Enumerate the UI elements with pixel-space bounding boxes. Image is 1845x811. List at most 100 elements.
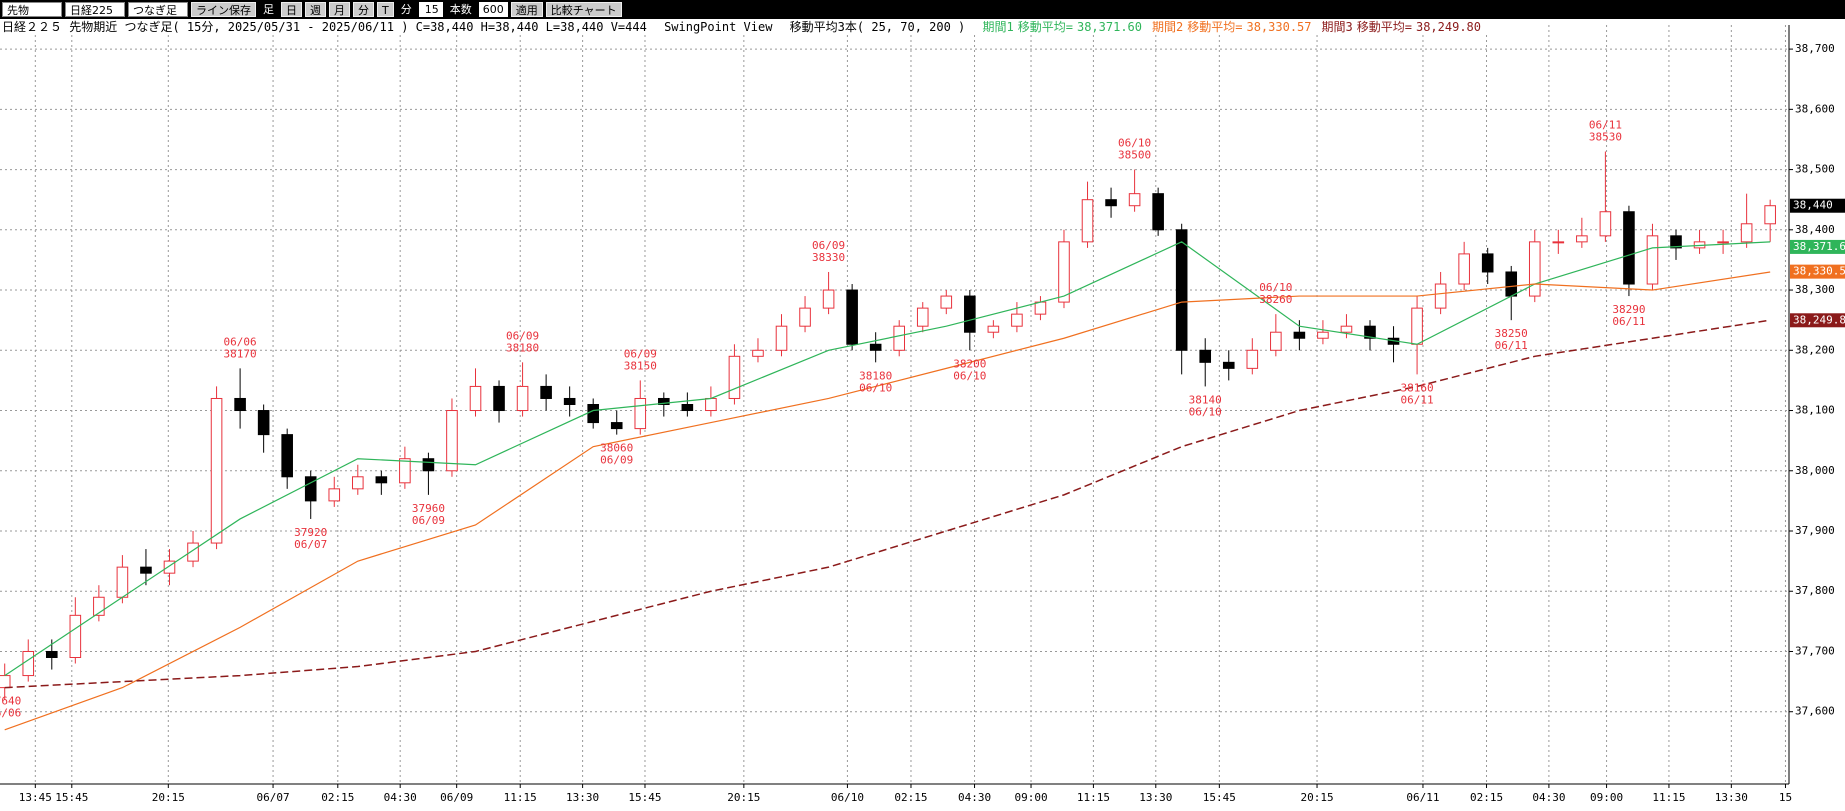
swing-label: 38250	[1495, 327, 1528, 340]
price-tag	[1790, 313, 1845, 328]
candle-body	[1552, 241, 1565, 244]
swing-label: 06/09	[812, 239, 845, 252]
swing-label: 38290	[1612, 303, 1645, 316]
y-tick-label: 38,300	[1795, 283, 1835, 296]
candle-body	[1175, 229, 1188, 351]
candle-body	[1128, 193, 1141, 207]
swing-label: 06/09	[506, 329, 539, 342]
x-tick-label: 11:15	[504, 791, 537, 804]
x-tick-label: 20:15	[1300, 791, 1333, 804]
ma-caption: 移動平均=	[1017, 20, 1073, 34]
candle-body	[869, 343, 882, 351]
ma-value: 38,330.57	[1246, 20, 1312, 34]
candle-body	[187, 542, 199, 562]
candle-body	[163, 560, 176, 574]
ma-value: 38,371.60	[1076, 20, 1143, 34]
candle-body	[563, 397, 576, 406]
candle-body	[752, 349, 764, 357]
swing-label: 38500	[1118, 149, 1151, 162]
candle-body	[540, 385, 552, 399]
swing-label: 06/10	[859, 381, 892, 394]
candle-body	[1246, 349, 1259, 369]
x-tick-label: 20:15	[727, 791, 760, 804]
button[interactable]: 月	[329, 2, 350, 17]
candle-body	[822, 289, 835, 309]
y-tick-label: 38,400	[1795, 223, 1835, 236]
candle-body	[375, 476, 388, 484]
swing-label: 06/09	[412, 514, 445, 527]
candle-body	[1034, 301, 1047, 315]
candle-body	[1646, 235, 1659, 285]
input[interactable]: 15	[418, 2, 443, 17]
candle-body	[728, 355, 741, 399]
y-tick-label: 38,000	[1795, 464, 1835, 477]
swing-label: 06/11	[1589, 119, 1622, 132]
x-tick-label: 11:15	[1652, 791, 1685, 804]
button[interactable]: 適用	[510, 2, 543, 17]
y-tick-label: 37,700	[1795, 644, 1835, 657]
candle-body	[304, 476, 317, 502]
candle-body	[1058, 241, 1070, 303]
ma-caption: 移動平均=	[1187, 20, 1243, 34]
button[interactable]: 分	[353, 2, 374, 17]
swing-label: 06/10	[1259, 281, 1292, 294]
candle-body	[1458, 253, 1470, 285]
x-tick-label: 15:45	[628, 791, 661, 804]
x-tick-label: 15:45	[55, 791, 88, 804]
price-tag-label: 38,440	[1793, 199, 1833, 212]
swing-label: 06/11	[1612, 315, 1645, 328]
info-view: SwingPoint View	[664, 20, 773, 34]
swing-label: 38180	[859, 369, 892, 382]
swing-label: 06/10	[953, 369, 986, 382]
price-tag-label: 38,249.80	[1793, 313, 1845, 326]
swing-label: 06/06	[224, 335, 257, 348]
x-tick-label: 04:30	[1532, 791, 1565, 804]
swing-label: 37640	[0, 695, 21, 708]
toolbar: 先物 日経225 つなぎ足 ライン保存 足 日 週 月 分 T 分 15 本数 …	[0, 0, 1845, 19]
candle-body	[610, 422, 623, 430]
label: 本数	[449, 3, 472, 16]
candle-body	[1623, 211, 1635, 285]
x-tick-label: 06/11	[1406, 791, 1439, 804]
x-tick-label: 02:15	[321, 791, 354, 804]
candle-body	[45, 650, 58, 659]
button[interactable]: ライン保存	[191, 2, 256, 17]
button[interactable]: 日	[281, 2, 302, 17]
candle-body	[116, 566, 129, 598]
x-tick-label: 13:30	[566, 791, 599, 804]
y-tick-label: 37,800	[1795, 584, 1835, 597]
button[interactable]: 比較チャート	[545, 2, 622, 17]
input[interactable]: 600	[478, 2, 508, 17]
candle-body	[964, 295, 976, 333]
swing-label: 38150	[624, 359, 657, 372]
x-tick-label: 11:15	[1077, 791, 1110, 804]
candle-body	[1222, 361, 1235, 369]
ma-caption: 移動平均=	[1356, 20, 1412, 34]
swing-label: 06/09	[600, 454, 633, 467]
candle-body	[281, 434, 293, 478]
swing-label: 37920	[294, 526, 327, 539]
swing-label: 37960	[412, 502, 445, 515]
moving-average	[4, 319, 1771, 689]
ma-name: 期間1	[982, 20, 1014, 34]
candle-body	[1599, 211, 1612, 237]
button[interactable]: T	[377, 2, 394, 17]
label: 足	[263, 3, 274, 16]
candle-body	[399, 458, 411, 484]
candle-body	[469, 385, 482, 412]
x-tick-label: 02:15	[1470, 791, 1503, 804]
candle-body	[1528, 241, 1541, 297]
swing-label: 38330	[812, 251, 845, 264]
candle-body	[422, 458, 435, 472]
candle-body	[893, 325, 906, 351]
y-tick-label: 37,600	[1795, 705, 1835, 718]
candle-body	[1293, 331, 1306, 339]
dropdown[interactable]: 先物	[2, 2, 62, 17]
button[interactable]: 週	[305, 2, 326, 17]
label: 分	[400, 3, 412, 16]
dropdown[interactable]: つなぎ足	[128, 2, 188, 17]
dropdown[interactable]: 日経225	[65, 2, 125, 17]
ma-name: 期間3	[1321, 20, 1353, 34]
swing-label: 38060	[600, 442, 633, 455]
price-tag-label: 38,371.60	[1793, 240, 1845, 253]
